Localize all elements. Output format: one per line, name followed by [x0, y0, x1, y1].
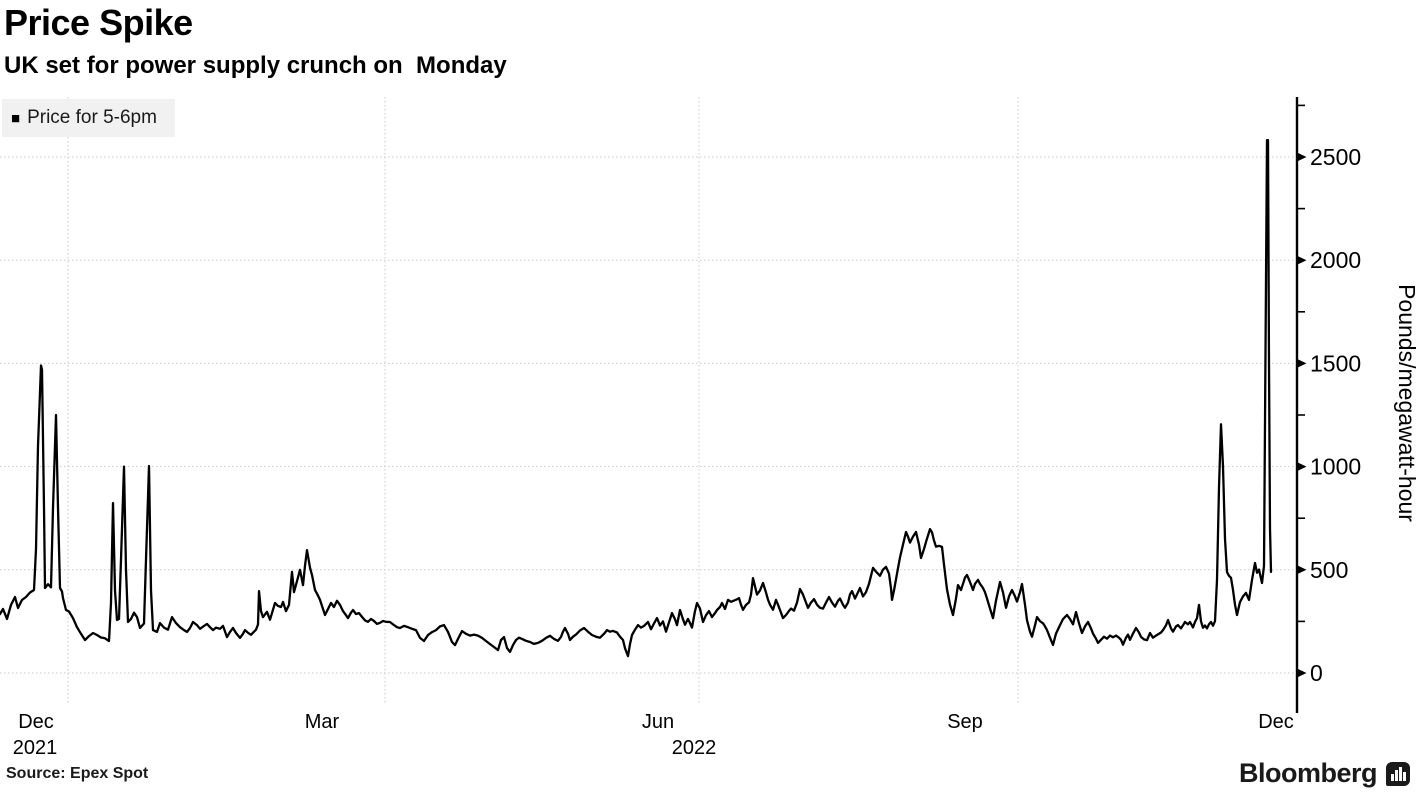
- legend-series-marker-icon: ■: [11, 109, 21, 127]
- x-year-label: 2021: [13, 737, 58, 759]
- y-tick-label: 2500: [1310, 144, 1361, 170]
- y-tick-label: 1500: [1310, 350, 1361, 376]
- y-tick-label: 0: [1310, 660, 1323, 686]
- bloomberg-wordmark: Bloomberg: [1238, 758, 1378, 788]
- page-subtitle: UK set for power supply crunch on Monday: [4, 52, 507, 79]
- x-tick-label: Mar: [305, 711, 340, 733]
- y-axis-title: Pounds/megawatt-hour: [1394, 284, 1418, 522]
- gridlines: [0, 97, 1297, 705]
- legend: ■ Price for 5-6pm: [2, 99, 175, 137]
- y-tick-label: 2000: [1310, 247, 1361, 273]
- bloomberg-brand: Bloomberg: [1239, 758, 1410, 789]
- x-axis-labels: Dec Mar Jun Sep Dec 2021 2022: [13, 711, 1294, 759]
- x-year-label: 2022: [672, 737, 717, 759]
- x-tick-label: Dec: [18, 711, 54, 733]
- y-tick-label: 500: [1310, 557, 1348, 583]
- source-note: Source: Epex Spot: [6, 765, 149, 782]
- y-axis: 0 500 1000 1500 2000 2500: [1295, 97, 1361, 713]
- y-tick-label: 1000: [1310, 454, 1361, 480]
- bloomberg-chart-icon: [1386, 761, 1410, 786]
- price-line-series: [0, 138, 1273, 658]
- legend-series-label: Price for 5-6pm: [27, 107, 157, 128]
- page-title: Price Spike: [4, 2, 193, 43]
- x-tick-label: Sep: [947, 711, 983, 733]
- x-tick-label: Dec: [1258, 711, 1294, 733]
- x-tick-label: Jun: [642, 711, 674, 733]
